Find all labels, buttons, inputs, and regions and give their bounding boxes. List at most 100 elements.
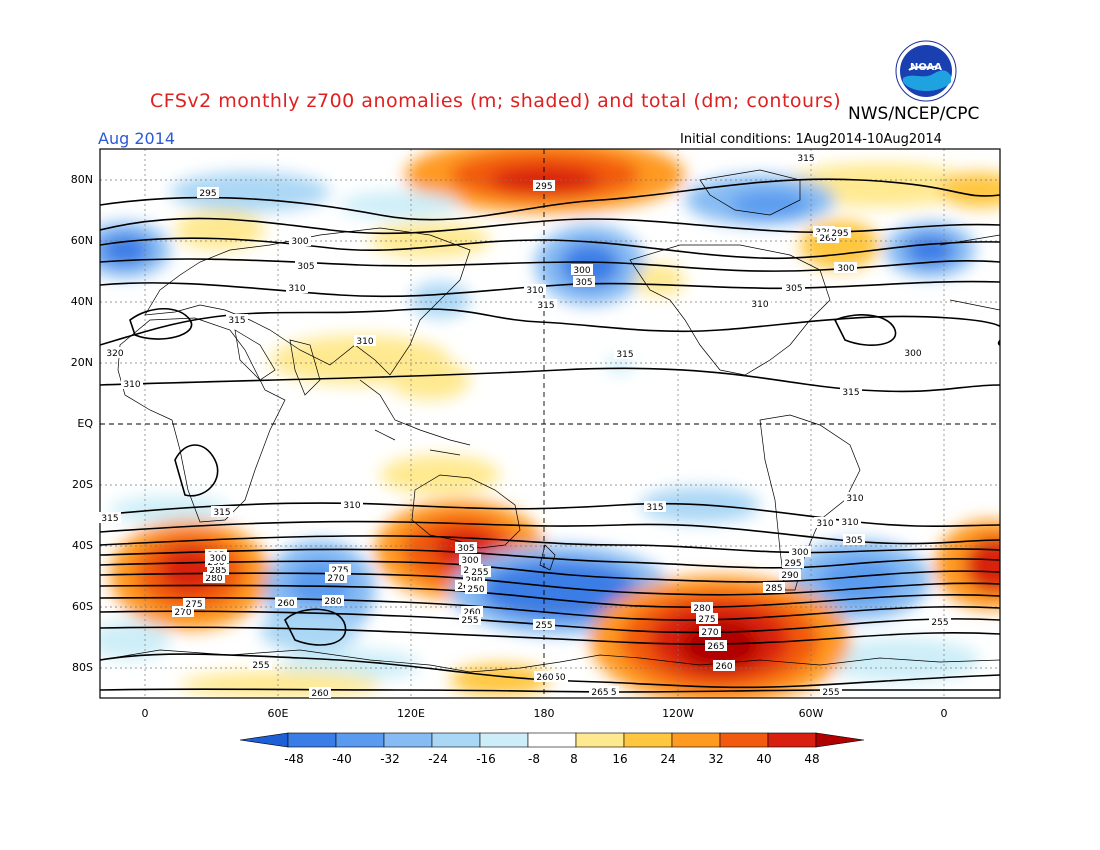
contour-label: 310 — [844, 492, 866, 504]
svg-text:315: 315 — [842, 388, 859, 398]
contour-label: 280 — [691, 602, 713, 614]
svg-text:300: 300 — [291, 237, 308, 247]
contour-label: 315 — [535, 299, 557, 311]
plot-frame — [99, 148, 1001, 699]
svg-text:260: 260 — [819, 234, 836, 244]
lon-label: 0 — [940, 707, 948, 720]
svg-text:315: 315 — [537, 301, 554, 311]
svg-text:310: 310 — [343, 501, 360, 511]
contour-label: 295 — [197, 187, 219, 199]
colorbar-label: -48 — [284, 752, 304, 766]
svg-text:315: 315 — [213, 508, 230, 518]
contour-label: 250 — [465, 583, 487, 595]
svg-text:295: 295 — [831, 229, 848, 239]
contour-label: 260 — [817, 232, 839, 244]
svg-text:280: 280 — [324, 597, 341, 607]
svg-text:310: 310 — [751, 300, 768, 310]
svg-text:275: 275 — [185, 600, 202, 610]
colorbar-swatch — [239, 732, 289, 748]
lon-label: 0 — [141, 707, 149, 720]
contour-label: 275 — [183, 598, 205, 610]
contour-label: 275 — [329, 564, 351, 576]
svg-text:305: 305 — [457, 544, 474, 554]
contour-label: 310 — [524, 284, 546, 296]
contour-label: 300 — [207, 552, 229, 564]
contour-label: 305 — [455, 542, 477, 554]
svg-text:315: 315 — [797, 154, 814, 164]
lat-label: EQ — [77, 417, 93, 430]
svg-text:310: 310 — [288, 284, 305, 294]
svg-text:255: 255 — [471, 568, 488, 578]
contour-label: 310 — [341, 499, 363, 511]
svg-text:260: 260 — [277, 599, 294, 609]
contour-label: 260 — [275, 597, 297, 609]
colorbar-label: -40 — [332, 752, 352, 766]
colorbar-swatch — [623, 732, 673, 748]
svg-text:255: 255 — [931, 618, 948, 628]
svg-text:280: 280 — [205, 574, 222, 584]
svg-text:315: 315 — [101, 514, 118, 524]
colorbar-swatch — [335, 732, 385, 748]
svg-text:310: 310 — [841, 518, 858, 528]
svg-text:315: 315 — [616, 350, 633, 360]
svg-text:310: 310 — [526, 286, 543, 296]
contour-label: 290 — [779, 569, 801, 581]
contour-label: 300 — [835, 262, 857, 274]
contour-label: 300 — [571, 264, 593, 276]
contour-label: 315 — [99, 512, 121, 524]
contour-label: 315 — [211, 506, 233, 518]
svg-text:295: 295 — [199, 189, 216, 199]
svg-text:300: 300 — [904, 349, 921, 359]
lon-label: 180 — [533, 707, 555, 720]
svg-text:295: 295 — [784, 559, 801, 569]
colorbar — [239, 732, 865, 748]
noaa-logo-icon: NOAA — [895, 40, 957, 102]
svg-text:315: 315 — [228, 316, 245, 326]
svg-text:285: 285 — [765, 584, 782, 594]
colorbar-label: -16 — [476, 752, 496, 766]
contour-label: 265 — [705, 640, 727, 652]
svg-text:310: 310 — [846, 494, 863, 504]
svg-text:255: 255 — [822, 688, 839, 698]
height-contours — [100, 178, 1000, 693]
svg-text:310: 310 — [356, 337, 373, 347]
svg-text:270: 270 — [174, 608, 191, 618]
contour-label: 315 — [226, 314, 248, 326]
svg-text:275: 275 — [698, 615, 715, 625]
colorbar-label: -8 — [528, 752, 540, 766]
coastlines — [100, 169, 1000, 673]
contour-label: 300 — [459, 554, 481, 566]
contour-label: 300 — [902, 347, 924, 359]
contour-label: 275 — [696, 613, 718, 625]
contour-label: 310 — [749, 298, 771, 310]
contour-label: 315 — [795, 152, 817, 164]
contour-label: 255 — [820, 686, 842, 698]
svg-text:260: 260 — [311, 689, 328, 699]
contour-label: 250 — [546, 671, 568, 683]
lat-label: 20S — [72, 478, 93, 491]
contour-label: 310 — [814, 517, 836, 529]
contour-label: 270 — [325, 572, 347, 584]
contour-label: 305 — [843, 534, 865, 546]
lat-label: 60N — [70, 234, 93, 247]
contour-label: 315 — [840, 386, 862, 398]
svg-text:260: 260 — [715, 662, 732, 672]
svg-text:300: 300 — [837, 264, 854, 274]
contour-label: 260 — [713, 660, 735, 672]
svg-text:255: 255 — [252, 661, 269, 671]
contour-label: 305 — [783, 282, 805, 294]
colorbar-swatch — [527, 732, 577, 748]
svg-text:300: 300 — [461, 556, 478, 566]
svg-text:260: 260 — [536, 673, 553, 683]
colorbar-label: 24 — [660, 752, 676, 766]
svg-text:255: 255 — [535, 621, 552, 631]
colorbar-swatch — [671, 732, 721, 748]
colorbar-swatch — [287, 732, 337, 748]
svg-text:295: 295 — [535, 182, 552, 192]
colorbar-label: 8 — [570, 752, 578, 766]
contour-label: 255 — [929, 616, 951, 628]
contour-label: 295 — [533, 180, 555, 192]
map-title: CFSv2 monthly z700 anomalies (m; shaded)… — [150, 90, 842, 112]
colorbar-swatch — [431, 732, 481, 748]
